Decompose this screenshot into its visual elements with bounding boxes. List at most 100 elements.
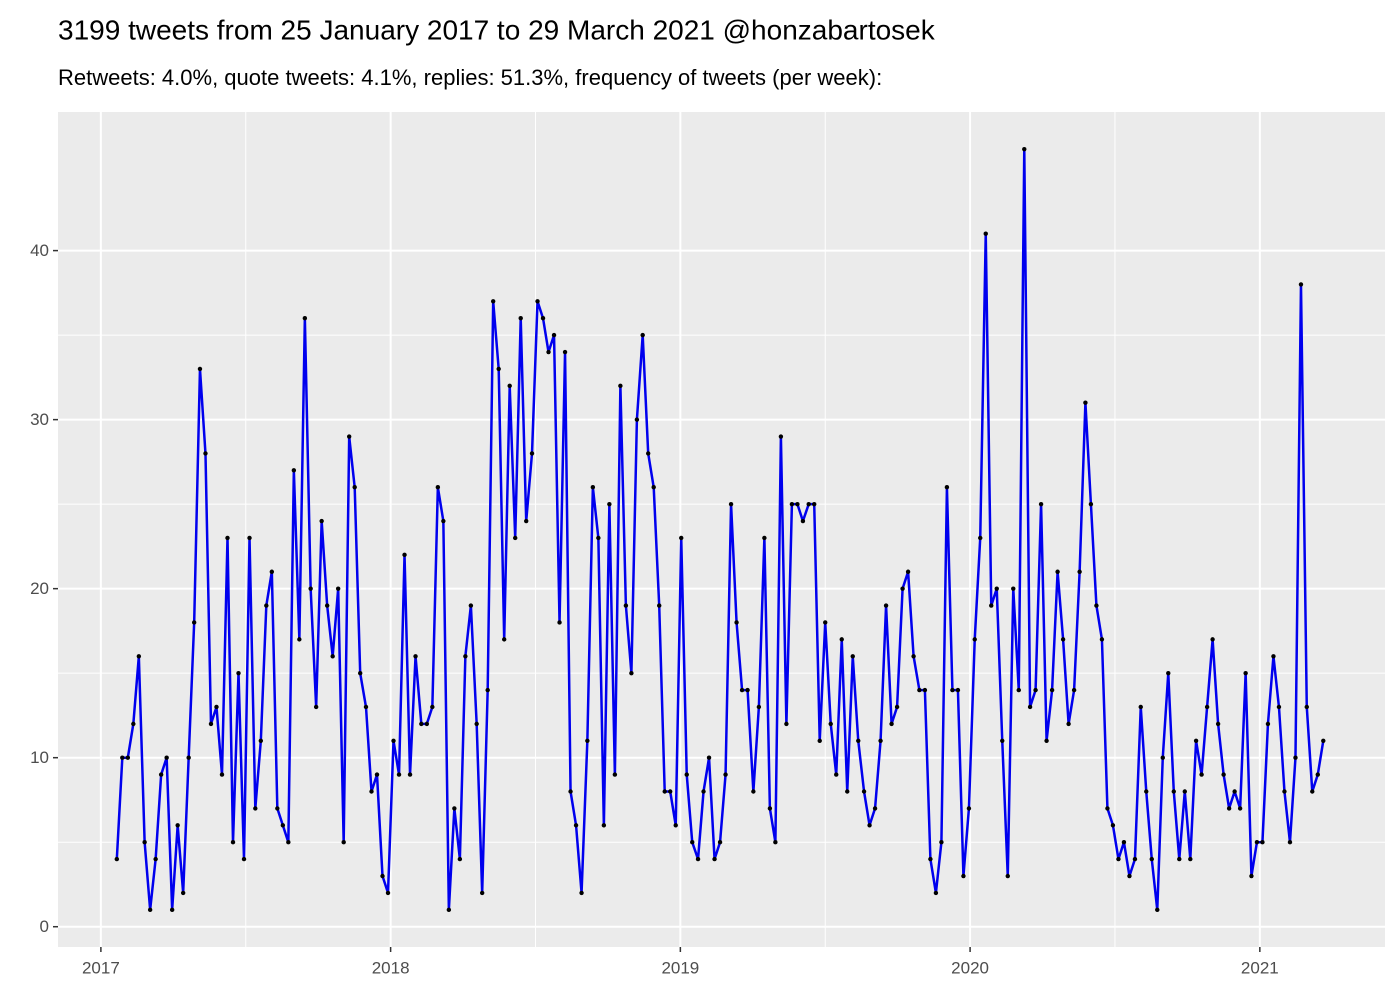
- point: [236, 670, 241, 676]
- point: [911, 654, 916, 659]
- point: [894, 704, 900, 710]
- point: [834, 772, 839, 777]
- point: [928, 856, 933, 862]
- point: [479, 890, 485, 896]
- point: [878, 738, 883, 743]
- point: [1237, 806, 1243, 811]
- point: [812, 501, 817, 507]
- point: [1138, 704, 1143, 710]
- point: [253, 806, 258, 811]
- point: [601, 823, 607, 828]
- point: [1071, 687, 1077, 693]
- point: [1132, 856, 1138, 862]
- point: [518, 316, 523, 321]
- point: [596, 535, 601, 541]
- point: [513, 535, 518, 541]
- point: [839, 637, 844, 642]
- point: [1116, 856, 1121, 862]
- point: [1221, 772, 1226, 777]
- point: [640, 332, 645, 338]
- point: [889, 721, 894, 727]
- point: [413, 654, 418, 659]
- y-tick-label: 40: [30, 241, 49, 260]
- point: [208, 721, 214, 727]
- point: [275, 806, 280, 811]
- point: [346, 434, 352, 439]
- point: [1066, 721, 1071, 727]
- x-tick-label: 2020: [951, 958, 989, 977]
- point: [280, 823, 286, 828]
- point: [933, 890, 939, 896]
- point: [396, 772, 402, 777]
- point: [651, 485, 656, 490]
- point: [1182, 789, 1187, 794]
- point: [164, 755, 169, 760]
- point: [1088, 501, 1094, 507]
- point: [136, 654, 142, 659]
- point: [623, 603, 629, 608]
- point: [1038, 501, 1044, 507]
- point: [1155, 907, 1160, 913]
- point: [1094, 603, 1099, 608]
- point: [1199, 772, 1204, 777]
- point: [717, 840, 723, 845]
- point: [767, 806, 773, 811]
- point: [701, 789, 706, 794]
- point: [778, 434, 784, 439]
- point: [524, 518, 529, 524]
- point: [966, 806, 972, 811]
- point: [291, 468, 297, 473]
- point: [795, 501, 800, 507]
- chart-title: 3199 tweets from 25 January 2017 to 29 M…: [58, 14, 936, 45]
- point: [734, 620, 739, 625]
- point: [756, 704, 762, 710]
- point: [424, 721, 430, 727]
- point: [745, 687, 750, 693]
- point: [961, 873, 966, 879]
- point: [463, 654, 468, 659]
- point: [474, 721, 479, 727]
- point: [153, 856, 158, 862]
- point: [590, 485, 596, 490]
- point: [142, 840, 147, 845]
- point: [180, 890, 186, 896]
- point: [568, 789, 573, 794]
- point: [994, 586, 999, 591]
- point: [1083, 400, 1088, 405]
- point: [529, 451, 535, 456]
- point: [684, 772, 689, 777]
- point: [989, 603, 994, 608]
- point: [867, 823, 872, 828]
- point: [972, 637, 977, 642]
- point: [1232, 789, 1237, 794]
- point: [751, 789, 756, 794]
- point: [1254, 840, 1260, 845]
- point: [1204, 704, 1210, 710]
- point: [313, 704, 319, 710]
- point: [330, 654, 335, 659]
- point: [1193, 738, 1199, 743]
- point: [1000, 738, 1005, 743]
- point: [1215, 721, 1221, 727]
- point: [1265, 721, 1271, 727]
- point: [407, 772, 413, 777]
- point: [446, 907, 452, 913]
- point: [557, 620, 562, 625]
- point: [872, 806, 878, 811]
- point: [385, 890, 391, 896]
- point: [540, 316, 546, 321]
- point: [706, 755, 712, 760]
- point: [1033, 687, 1038, 693]
- point: [380, 873, 385, 879]
- point: [1044, 738, 1049, 743]
- point: [319, 518, 324, 524]
- point: [419, 721, 424, 727]
- point: [828, 721, 833, 727]
- point: [457, 856, 463, 862]
- point: [629, 670, 634, 676]
- point: [823, 620, 828, 625]
- point: [695, 856, 701, 862]
- point: [324, 603, 330, 608]
- point: [978, 535, 983, 541]
